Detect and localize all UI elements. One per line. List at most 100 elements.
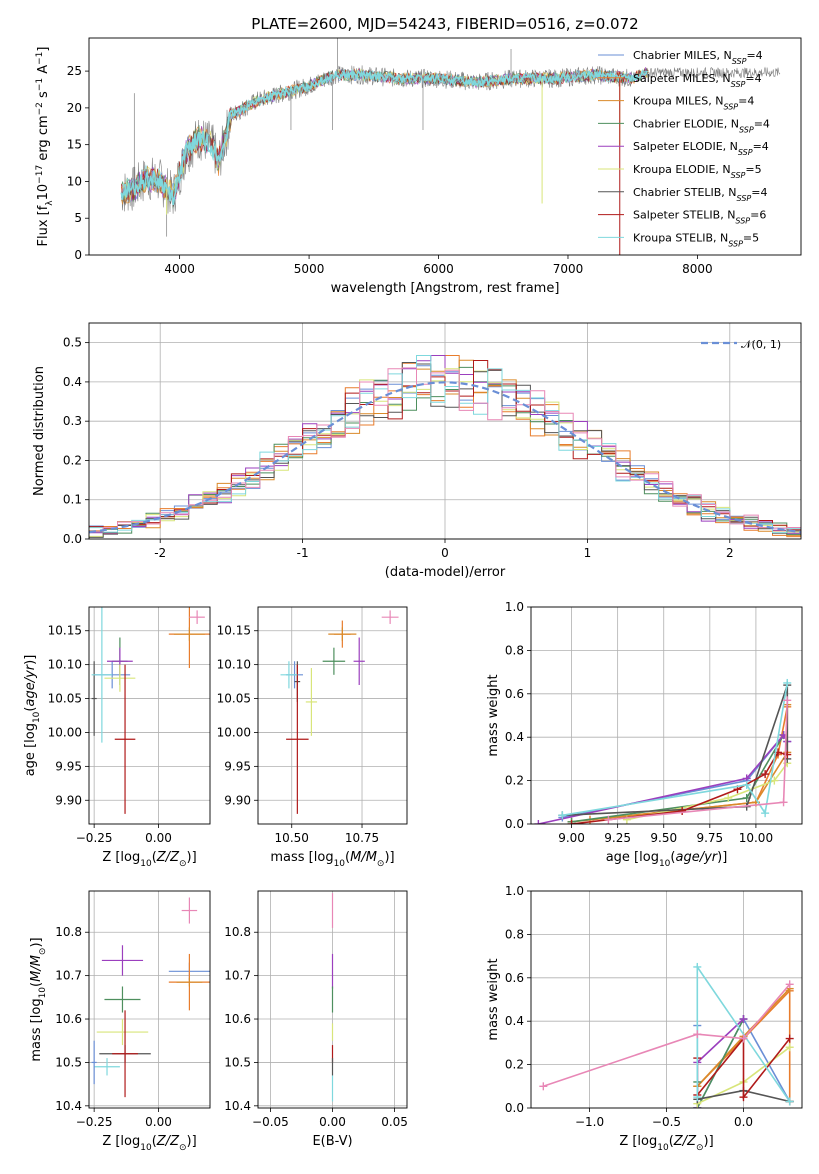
y-tick-label: 0.4 (505, 730, 524, 744)
y-tick-label: 10.7 (55, 969, 82, 983)
x-axis-label: mass [log10(M/M⊙)] (270, 850, 394, 869)
mass-weight-marker (534, 820, 543, 824)
mass-weight-marker (761, 809, 770, 818)
x-axis-label: age [log10(age/yr)] (606, 850, 728, 869)
mass-weight-marker (785, 1034, 794, 1043)
mass-weight-series-line (543, 983, 791, 1088)
y-tick-label: 10.00 (217, 725, 251, 739)
age-vs-Z-panel: −0.25 0.00 9.90 9.95 10.00 10.05 10.10 10.15 Z [… (23, 606, 211, 869)
spectrum-marks (120, 38, 781, 255)
mass-weight-marker (739, 1015, 748, 1024)
normal-curve-line (89, 381, 801, 534)
error-bar-point (176, 977, 203, 987)
x-tick-label: −0.25 (76, 1115, 113, 1129)
error-bar-point (328, 627, 357, 641)
y-tick-label: 0.0 (505, 1101, 524, 1115)
x-axis-label: (data-model)/error (385, 565, 506, 580)
y-tick-label: 10.10 (217, 658, 251, 672)
y-tick-label: 10 (67, 174, 82, 188)
x-axis-label: Z [log10(Z/Z⊙)] (102, 850, 196, 869)
legend-entry: Salpeter STELIB, NSSP=6 (633, 209, 766, 226)
error-bar-point (286, 664, 309, 814)
x-axis-label: Z [log10(Z/Z⊙)] (619, 1134, 713, 1153)
axes-frame (530, 606, 803, 825)
mass-weight-vs-Z-marks (539, 962, 794, 1108)
mass-weight-vs-age-marks (534, 678, 792, 824)
axes-frame (257, 606, 408, 825)
x-tick-label: 0.00 (319, 1115, 346, 1129)
y-tick-label: 0.8 (505, 643, 524, 657)
y-tick-label: 0 (74, 248, 82, 262)
x-tick-label: 2 (726, 546, 734, 560)
legend-entry: Salpeter MILES, NSSP=4 (633, 72, 762, 89)
mass-weight-marker (783, 696, 792, 705)
error-bar-point (104, 664, 136, 692)
mass-weight-series-line (626, 762, 788, 821)
mass-weight-marker (785, 980, 794, 989)
x-tick-label: −0.25 (76, 831, 113, 845)
x-tick-label: 10.00 (739, 831, 773, 845)
x-tick-label: −1.0 (575, 1115, 604, 1129)
mass-vs-Z-panel: −0.25 0.00 10.4 10.5 10.6 10.7 10.8 Z [log10(Z/… (29, 890, 211, 1153)
error-bar-point (104, 986, 141, 1013)
error-bar-point (91, 1040, 97, 1085)
x-tick-label: 0.00 (145, 1115, 172, 1129)
y-tick-label: 0.1 (63, 493, 82, 507)
y-tick-label: 5 (74, 211, 82, 225)
mass-weight-marker (724, 793, 733, 802)
legend-entry: Chabrier MILES, NSSP=4 (633, 49, 763, 66)
error-bar-point (94, 1058, 120, 1076)
x-tick-label: 9.75 (696, 831, 723, 845)
mass-weight-vs-age-panel: 9.00 9.25 9.50 9.75 10.00 0.0 0.2 0.4 0.6 0.8 1.0 a… (486, 600, 803, 869)
histogram-step-line (89, 355, 801, 534)
y-tick-label: 10.8 (55, 925, 82, 939)
error-bar-point (91, 661, 97, 736)
mass-weight-series-line (571, 704, 789, 823)
error-bar-point (181, 897, 198, 924)
axes-frame (257, 890, 408, 1109)
mass-weight-marker (739, 1034, 748, 1043)
legend-entry: Chabrier STELIB, NSSP=4 (633, 186, 767, 203)
y-tick-label: 9.90 (55, 793, 82, 807)
y-tick-label: 10.4 (224, 1099, 251, 1113)
y-tick-label: 0.8 (505, 927, 524, 941)
legend-entry: Chabrier ELODIE, NSSP=4 (633, 117, 770, 133)
mass-vs-EBV-panel: −0.05 0.00 0.05 10.4 10.5 10.6 10.7 10.8 E(B-V) (224, 890, 408, 1149)
y-tick-label: 10.15 (217, 624, 251, 638)
mass-vs-Z-marks (91, 897, 210, 1098)
x-tick-label: 7000 (553, 262, 584, 276)
mass-weight-marker (739, 1093, 748, 1102)
mass-weight-marker (785, 1043, 794, 1052)
y-tick-label: 1.0 (505, 600, 524, 614)
y-tick-label: 0.4 (505, 1014, 524, 1028)
x-tick-label: 0.05 (381, 1115, 408, 1129)
mass-weight-marker (693, 962, 702, 971)
legend-entry: 𝒩(0, 1) (741, 338, 781, 351)
mass-weight-marker (558, 811, 567, 820)
error-bar-point (112, 1010, 138, 1098)
x-tick-label: 0.00 (145, 831, 172, 845)
y-axis-label: mass weight (486, 674, 501, 756)
y-tick-label: 25 (67, 64, 82, 78)
mass-weight-series-line (562, 682, 789, 817)
spectrum-title: PLATE=2600, MJD=54243, FIBERID=0516, z=0… (251, 15, 638, 33)
mass-weight-marker (567, 820, 576, 824)
mass-weight-marker (742, 780, 751, 789)
axes-frame (88, 322, 802, 540)
axes-frame (88, 890, 211, 1109)
spectrum-best-model-line (120, 68, 649, 206)
y-tick-label: 0.4 (63, 375, 82, 389)
axes-frame (88, 606, 211, 825)
x-tick-label: −0.5 (652, 1115, 681, 1129)
error-bar-point (101, 945, 144, 976)
age-vs-Z-marks (91, 607, 210, 814)
x-tick-label: 0.0 (734, 1115, 753, 1129)
residual-histogram-marks (89, 355, 801, 538)
y-tick-label: 0.2 (63, 453, 82, 467)
x-tick-label: 9.00 (558, 831, 585, 845)
mass-weight-series-line (608, 700, 789, 821)
mass-weight-marker (693, 1093, 702, 1102)
mass-weight-vs-Z-panel: −1.0 −0.5 0.0 0.0 0.2 0.4 0.6 0.8 1.0 Z [log10(Z/… (486, 884, 803, 1153)
mass-weight-marker (539, 1082, 548, 1091)
error-bar-point (173, 627, 205, 641)
